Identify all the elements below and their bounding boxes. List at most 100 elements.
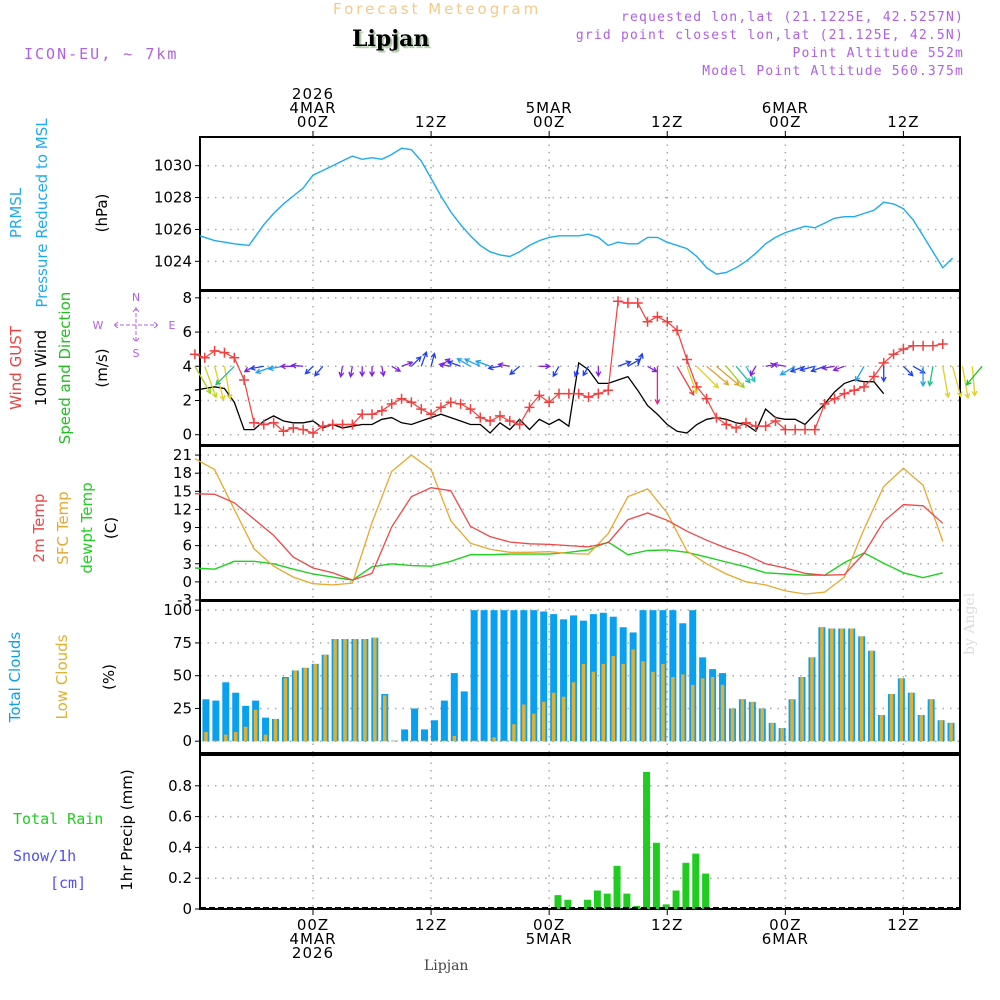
rain-bar xyxy=(643,771,651,909)
low-cloud-bar xyxy=(333,639,337,742)
low-cloud-bar xyxy=(810,657,814,742)
clouds-unit: (%) xyxy=(100,664,118,690)
gust-marker xyxy=(800,424,810,435)
rain-bar xyxy=(672,890,680,909)
low-cloud-bar xyxy=(710,677,715,742)
gust-marker xyxy=(750,421,761,432)
wind-arrow xyxy=(348,366,355,378)
gust-marker xyxy=(839,388,850,399)
x-tick-label-top: 00Z xyxy=(297,113,329,131)
low-cloud-bar xyxy=(740,699,745,742)
gust-marker xyxy=(239,374,250,385)
wind-arrow xyxy=(832,365,845,372)
wind-arrow xyxy=(799,365,816,372)
model-label: ICON-EU, ~ 7km xyxy=(24,45,179,63)
low-cloud-bar xyxy=(383,695,387,742)
wind-arrow xyxy=(971,366,978,397)
x-tick-label-bottom: 5MAR xyxy=(526,930,573,948)
x-tick-label-bottom: 00Z xyxy=(769,916,801,934)
total-cloud-bar xyxy=(262,717,270,742)
dewpt-label: dewpt Temp xyxy=(78,482,96,573)
requested-coords: requested lon,lat (21.1225E, 42.5257N) xyxy=(620,10,964,25)
gust-marker xyxy=(780,424,791,435)
gust-marker xyxy=(563,388,574,399)
model-altitude: Model Point Altitude 560.375m xyxy=(702,64,964,79)
wind-arrow xyxy=(497,362,510,368)
total-cloud-bar xyxy=(450,673,458,742)
wind-arrow xyxy=(696,365,720,389)
total-clouds-label: Total Clouds xyxy=(6,632,24,724)
low-cloud-bar xyxy=(780,728,784,742)
wind-arrow xyxy=(463,358,481,367)
wind-arrow xyxy=(880,366,887,383)
gust-marker xyxy=(937,339,948,350)
low-cloud-bar xyxy=(730,708,735,742)
wind-arrow xyxy=(582,365,590,377)
wind-arrow xyxy=(391,365,402,372)
gust-marker xyxy=(573,388,584,399)
compass-icon xyxy=(113,307,159,343)
low-cloud-bar xyxy=(750,701,755,742)
compass-n: N xyxy=(132,291,140,304)
wind-arrow xyxy=(279,363,294,370)
wind-arrow xyxy=(637,352,644,367)
y-tick-label: 50 xyxy=(173,667,192,685)
total-cloud-bar xyxy=(500,610,508,742)
x-tick-label-bottom: 4MAR xyxy=(289,930,336,948)
low-cloud-bar xyxy=(522,704,526,742)
low-cloud-bar xyxy=(233,732,238,742)
gust-marker xyxy=(760,421,771,432)
total-cloud-bar xyxy=(460,691,468,742)
wind-arrow xyxy=(647,365,658,373)
wind-arrow xyxy=(749,365,757,377)
low-cloud-bar xyxy=(859,636,864,742)
low-cloud-bar xyxy=(919,715,923,742)
low-clouds-label: Low Clouds xyxy=(53,634,71,719)
low-cloud-bar xyxy=(690,684,695,742)
total-cloud-bar xyxy=(430,720,438,742)
wind-arrow xyxy=(420,350,428,367)
y-tick-label: 21 xyxy=(173,446,192,464)
gust-marker xyxy=(494,410,505,421)
wind-arrow xyxy=(430,352,437,367)
gust-marker xyxy=(849,385,860,396)
total-rain-label: Total Rain xyxy=(13,810,103,828)
gust-marker xyxy=(406,397,417,408)
gust-marker xyxy=(347,419,358,430)
wind-unit: (m/s) xyxy=(93,348,111,387)
gust-marker xyxy=(898,344,909,355)
pressure-line xyxy=(199,147,954,275)
low-cloud-bar xyxy=(820,627,824,742)
low-cloud-bar xyxy=(363,639,367,742)
gust-marker xyxy=(888,349,899,360)
low-cloud-bar xyxy=(929,699,933,742)
y-tick-label: 0 xyxy=(182,426,192,444)
low-cloud-bar xyxy=(939,720,943,742)
gust-marker xyxy=(740,417,751,428)
compass-s: S xyxy=(133,347,140,360)
low-cloud-bar xyxy=(204,732,208,742)
low-cloud-bar xyxy=(283,678,288,742)
wind-direction-label: Speed and Direction xyxy=(56,292,74,445)
wind-arrow xyxy=(314,365,324,377)
y-tick-label: 8 xyxy=(182,289,192,307)
wind-arrow xyxy=(359,366,366,378)
total-cloud-bar xyxy=(520,610,528,742)
total-cloud-bar xyxy=(202,699,210,742)
rain-bar xyxy=(623,893,631,909)
low-cloud-bar xyxy=(392,740,397,742)
total-cloud-bar xyxy=(560,619,568,742)
rain-bar xyxy=(652,842,660,909)
wind-arrow xyxy=(854,365,865,383)
total-cloud-bar xyxy=(480,610,488,742)
wind-arrow xyxy=(810,365,825,373)
y-tick-label: 1028 xyxy=(154,189,192,207)
low-cloud-bar xyxy=(889,694,894,742)
wind-arrow xyxy=(965,365,983,386)
watermark: by Angel xyxy=(962,592,978,655)
low-cloud-bar xyxy=(472,740,476,742)
low-cloud-bar xyxy=(611,656,616,742)
x-tick-label-top: 00Z xyxy=(533,113,565,131)
gust-marker xyxy=(711,412,722,423)
x-tick-label-top: 12Z xyxy=(887,113,919,131)
